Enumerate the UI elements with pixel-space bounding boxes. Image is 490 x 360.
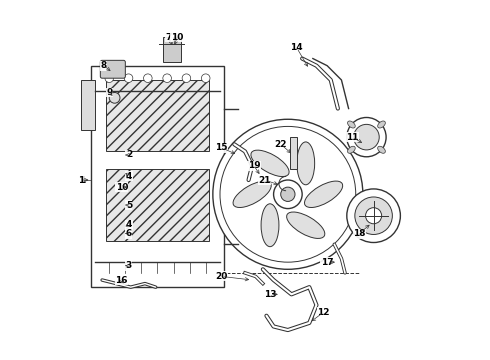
Circle shape: [105, 74, 114, 82]
Bar: [106, 80, 209, 152]
Bar: [163, 37, 181, 62]
Ellipse shape: [378, 146, 385, 153]
Text: 18: 18: [353, 229, 366, 238]
Ellipse shape: [297, 142, 315, 185]
Ellipse shape: [233, 181, 271, 207]
Text: 21: 21: [258, 176, 271, 185]
Circle shape: [347, 189, 400, 243]
Ellipse shape: [251, 150, 289, 176]
Text: 8: 8: [101, 61, 107, 70]
Text: 2: 2: [126, 150, 132, 159]
Ellipse shape: [304, 181, 343, 207]
Text: 9: 9: [106, 88, 112, 97]
Text: 3: 3: [126, 261, 132, 270]
Circle shape: [144, 74, 152, 82]
Text: 12: 12: [318, 308, 330, 317]
Text: 16: 16: [116, 275, 128, 284]
Text: 1: 1: [79, 176, 86, 185]
Text: 1: 1: [77, 176, 84, 185]
Circle shape: [201, 74, 210, 82]
Circle shape: [109, 93, 120, 103]
Circle shape: [281, 187, 295, 202]
Text: 10: 10: [116, 183, 128, 192]
FancyBboxPatch shape: [100, 60, 125, 78]
Text: 20: 20: [216, 272, 228, 281]
Bar: [106, 169, 209, 241]
Text: 19: 19: [247, 161, 260, 170]
Text: 14: 14: [291, 43, 303, 52]
Text: 10: 10: [171, 33, 183, 42]
Ellipse shape: [287, 212, 325, 238]
Bar: [81, 80, 95, 130]
Circle shape: [347, 117, 386, 157]
Circle shape: [273, 180, 302, 208]
Text: 13: 13: [264, 290, 276, 299]
Ellipse shape: [347, 121, 355, 128]
Circle shape: [182, 74, 191, 82]
Ellipse shape: [378, 121, 385, 128]
Text: 7: 7: [166, 33, 172, 42]
Circle shape: [354, 124, 379, 150]
Ellipse shape: [261, 204, 279, 247]
Circle shape: [124, 74, 133, 82]
Circle shape: [355, 197, 392, 234]
Text: 4: 4: [126, 220, 132, 229]
Text: 11: 11: [346, 132, 358, 141]
Text: 6: 6: [126, 229, 132, 238]
Bar: [290, 137, 297, 169]
Ellipse shape: [347, 146, 355, 153]
Text: 22: 22: [274, 140, 287, 149]
Bar: [92, 66, 223, 287]
Circle shape: [366, 208, 382, 224]
Text: 5: 5: [126, 201, 132, 210]
Text: 4: 4: [126, 172, 132, 181]
Circle shape: [163, 74, 172, 82]
Text: 15: 15: [216, 143, 228, 152]
Circle shape: [213, 119, 363, 269]
Text: 17: 17: [321, 258, 334, 267]
